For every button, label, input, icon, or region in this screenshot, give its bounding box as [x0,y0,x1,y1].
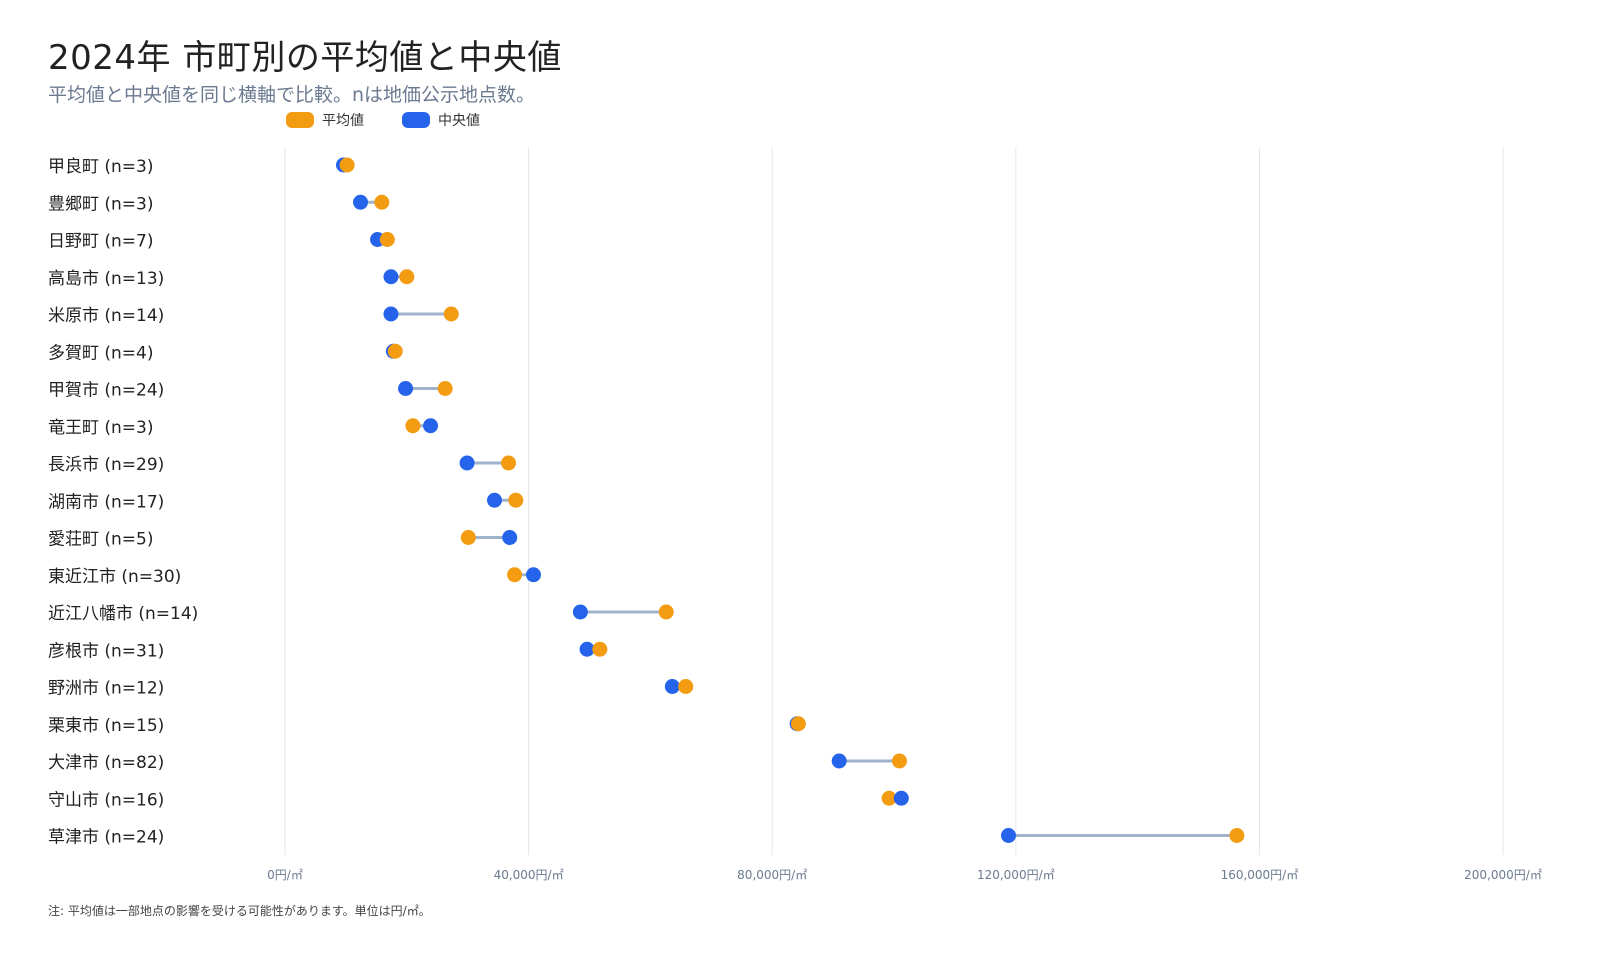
mean-point [508,492,524,508]
mean-point [1229,828,1245,843]
mean-point [891,753,907,769]
mean-point [374,194,390,210]
y-category-label: 長浜市 (n=29) [48,455,164,475]
mean-point [387,343,403,359]
y-category-label: 守山市 (n=16) [48,790,164,810]
median-point [383,269,399,285]
mean-point [399,269,415,285]
median-point [353,194,369,210]
chart-title: 2024年 市町別の平均値と中央値 [48,38,562,78]
y-category-label: 甲賀市 (n=24) [48,381,164,401]
median-point [459,455,475,471]
y-category-label: 愛荘町 (n=5) [48,530,154,550]
chart-subtitle: 平均値と中央値を同じ横軸で比較。nは地価公示地点数。 [48,84,536,106]
mean-point [405,418,421,434]
mean-point [881,790,897,806]
median-point [398,381,414,396]
y-category-label: 高島市 (n=13) [48,269,164,289]
median-point [664,679,680,694]
mean-point [379,232,395,247]
y-category-label: 米原市 (n=14) [48,306,164,326]
legend-swatch-mean [286,112,314,128]
y-category-label: 湖南市 (n=17) [48,492,164,512]
legend-label-median: 中央値 [438,113,480,129]
median-point [572,604,588,620]
median-point [383,306,399,322]
mean-point [678,679,694,694]
x-tick-label: 0円/㎡ [267,868,303,882]
median-point [579,641,595,657]
x-tick-label: 40,000円/㎡ [494,868,564,882]
y-category-label: 野洲市 (n=12) [48,679,164,699]
median-point [502,530,518,545]
mean-point [443,306,459,322]
y-category-label: 甲良町 (n=3) [48,157,154,177]
median-point [385,343,401,359]
x-tick-label: 120,000円/㎡ [977,868,1055,882]
footnote: 注: 平均値は一部地点の影響を受ける可能性があります。単位は円/㎡。 [48,904,431,918]
x-tick-label: 80,000円/㎡ [737,868,807,882]
x-tick-label: 160,000円/㎡ [1221,868,1299,882]
median-point [789,716,805,732]
mean-point [339,157,355,173]
legend-label-mean: 平均値 [322,113,364,129]
median-point [370,232,386,247]
y-category-label: 多賀町 (n=4) [48,343,154,363]
median-point [831,753,847,769]
median-point [525,567,541,583]
legend: 平均値 中央値 [286,110,480,130]
y-category-label: 日野町 (n=7) [48,232,154,252]
y-category-label: 竜王町 (n=3) [48,418,154,438]
mean-point [460,530,476,545]
y-category-label: 大津市 (n=82) [48,753,164,773]
median-point [1000,828,1016,843]
y-category-label: 豊郷町 (n=3) [48,194,154,214]
mean-point [790,716,806,732]
mean-point [507,567,523,583]
mean-point [592,641,608,657]
y-category-label: 彦根市 (n=31) [48,641,164,661]
median-point [893,790,909,806]
y-category-label: 東近江市 (n=30) [48,567,181,587]
y-category-label: 栗東市 (n=15) [48,716,164,736]
mean-point [437,381,453,396]
y-category-label: 草津市 (n=24) [48,828,164,848]
median-point [423,418,439,434]
mean-point [658,604,674,620]
mean-point [501,455,517,471]
legend-item-median[interactable]: 中央値 [402,110,480,130]
legend-item-mean[interactable]: 平均値 [286,110,364,130]
median-point [486,492,502,508]
y-category-label: 近江八幡市 (n=14) [48,604,198,624]
legend-swatch-median [402,112,430,128]
median-point [335,157,351,173]
x-tick-label: 200,000円/㎡ [1464,868,1542,882]
